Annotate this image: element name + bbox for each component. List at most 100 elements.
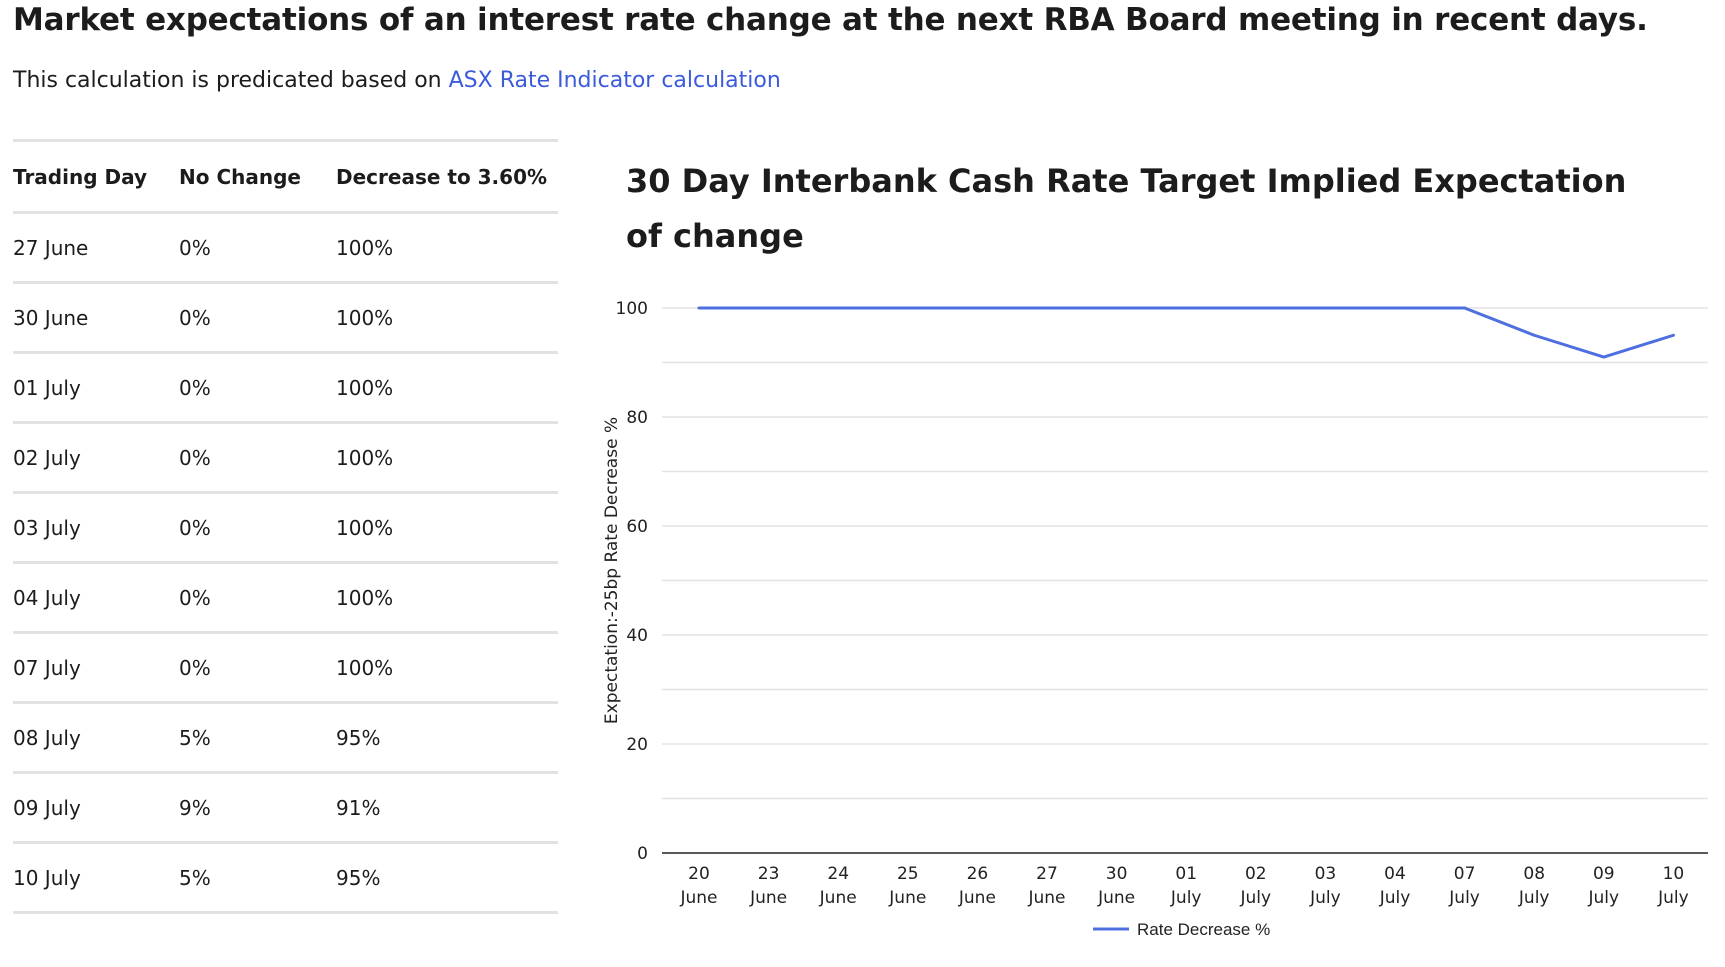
no-change-cell: 5% (179, 865, 211, 890)
page-title: Market expectations of an interest rate … (13, 2, 1648, 38)
decrease-cell: 100% (336, 445, 394, 470)
data-point (1393, 306, 1397, 310)
series-line-rate-decrease (699, 306, 1674, 359)
x-tick-month: June (1027, 888, 1065, 908)
header-no-change: No Change (179, 164, 301, 189)
x-tick-month: June (679, 888, 717, 908)
x-tick-label: 25 June (888, 864, 926, 908)
decrease-cell: 95% (336, 865, 381, 890)
no-change-cell: 0% (179, 515, 211, 540)
decrease-cell: 91% (336, 795, 381, 820)
header-trading-day: Trading Day (13, 164, 148, 189)
x-tick-label: 01 July (1170, 864, 1202, 908)
data-point (1463, 306, 1467, 310)
x-tick-day: 27 (1036, 864, 1058, 884)
x-tick-month: July (1448, 888, 1480, 908)
asx-rate-indicator-link[interactable]: ASX Rate Indicator calculation (448, 68, 781, 93)
expectations-table: Trading Day No Change Decrease to 3.60% … (13, 139, 558, 914)
page-subtitle: This calculation is predicated based on … (13, 68, 781, 93)
x-tick-day: 07 (1454, 864, 1476, 884)
table-row: 27 June 0% 100% (13, 214, 558, 284)
decrease-cell: 100% (336, 235, 394, 260)
x-tick-day: 01 (1175, 864, 1197, 884)
x-tick-day: 10 (1663, 864, 1685, 884)
x-tick-label: 20 June (679, 864, 717, 908)
trading-day-cell: 09 July (13, 795, 81, 820)
trading-day-cell: 03 July (13, 515, 81, 540)
decrease-cell: 100% (336, 375, 394, 400)
x-tick-label: 23 June (749, 864, 787, 908)
x-tick-label: 04 July (1379, 864, 1411, 908)
header-decrease: Decrease to 3.60% (336, 164, 548, 189)
x-tick-label: 27 June (1027, 864, 1065, 908)
y-tick-label: 40 (626, 626, 648, 646)
no-change-cell: 0% (179, 375, 211, 400)
x-tick-label: 24 June (819, 864, 857, 908)
no-change-cell: 0% (179, 585, 211, 610)
trading-day-cell: 07 July (13, 655, 81, 680)
table-row: 09 July 9% 91% (13, 774, 558, 844)
data-point (1532, 333, 1536, 337)
x-tick-month: July (1170, 888, 1202, 908)
x-tick-month: July (1588, 888, 1620, 908)
x-tick-label: 30 June (1097, 864, 1135, 908)
x-tick-month: July (1379, 888, 1411, 908)
x-tick-day: 04 (1384, 864, 1406, 884)
x-tick-month: July (1309, 888, 1341, 908)
x-tick-day: 02 (1245, 864, 1267, 884)
table-row: 04 July 0% 100% (13, 564, 558, 634)
table-row: 08 July 5% 95% (13, 704, 558, 774)
data-point (906, 306, 910, 310)
table-row: 10 July 5% 95% (13, 844, 558, 914)
subtitle-text: This calculation is predicated based on (13, 68, 449, 93)
trading-day-cell: 08 July (13, 725, 81, 750)
table-row: 03 July 0% 100% (13, 494, 558, 564)
trading-day-cell: 30 June (13, 305, 89, 330)
no-change-cell: 0% (179, 655, 211, 680)
legend-label: Rate Decrease % (1137, 920, 1270, 939)
decrease-cell: 95% (336, 725, 381, 750)
x-tick-label: 26 June (958, 864, 996, 908)
table-row: 07 July 0% 100% (13, 634, 558, 704)
x-tick-label: 03 July (1309, 864, 1341, 908)
x-tick-label: 07 July (1448, 864, 1480, 908)
table-row: 30 June 0% 100% (13, 284, 558, 354)
x-tick-month: June (819, 888, 857, 908)
x-tick-month: June (749, 888, 787, 908)
x-tick-month: July (1657, 888, 1689, 908)
y-axis-label: Expectation:-25bp Rate Decrease % (602, 417, 622, 724)
x-tick-month: July (1518, 888, 1550, 908)
decrease-cell: 100% (336, 305, 394, 330)
trading-day-cell: 01 July (13, 375, 81, 400)
no-change-cell: 5% (179, 725, 211, 750)
table-row: 02 July 0% 100% (13, 424, 558, 494)
x-tick-day: 26 (967, 864, 989, 884)
y-tick-label: 0 (637, 844, 648, 864)
data-point (1323, 306, 1327, 310)
data-point (1254, 306, 1258, 310)
x-tick-day: 03 (1315, 864, 1337, 884)
x-tick-month: June (958, 888, 996, 908)
decrease-cell: 100% (336, 585, 394, 610)
x-tick-day: 25 (897, 864, 919, 884)
x-tick-day: 23 (758, 864, 780, 884)
trading-day-cell: 02 July (13, 445, 81, 470)
data-point (767, 306, 771, 310)
trading-day-cell: 27 June (13, 235, 89, 260)
x-tick-month: June (888, 888, 926, 908)
table-row: 01 July 0% 100% (13, 354, 558, 424)
no-change-cell: 0% (179, 445, 211, 470)
x-tick-label: 10 July (1657, 864, 1689, 908)
x-tick-label: 09 July (1588, 864, 1620, 908)
data-point (1602, 355, 1606, 359)
no-change-cell: 0% (179, 235, 211, 260)
chart-title: 30 Day Interbank Cash Rate Target Implie… (626, 162, 1627, 255)
x-tick-day: 20 (688, 864, 710, 884)
data-point (1115, 306, 1119, 310)
x-tick-day: 24 (827, 864, 849, 884)
y-tick-label: 60 (626, 517, 648, 537)
decrease-cell: 100% (336, 655, 394, 680)
x-tick-label: 02 July (1240, 864, 1272, 908)
x-tick-month: July (1240, 888, 1272, 908)
